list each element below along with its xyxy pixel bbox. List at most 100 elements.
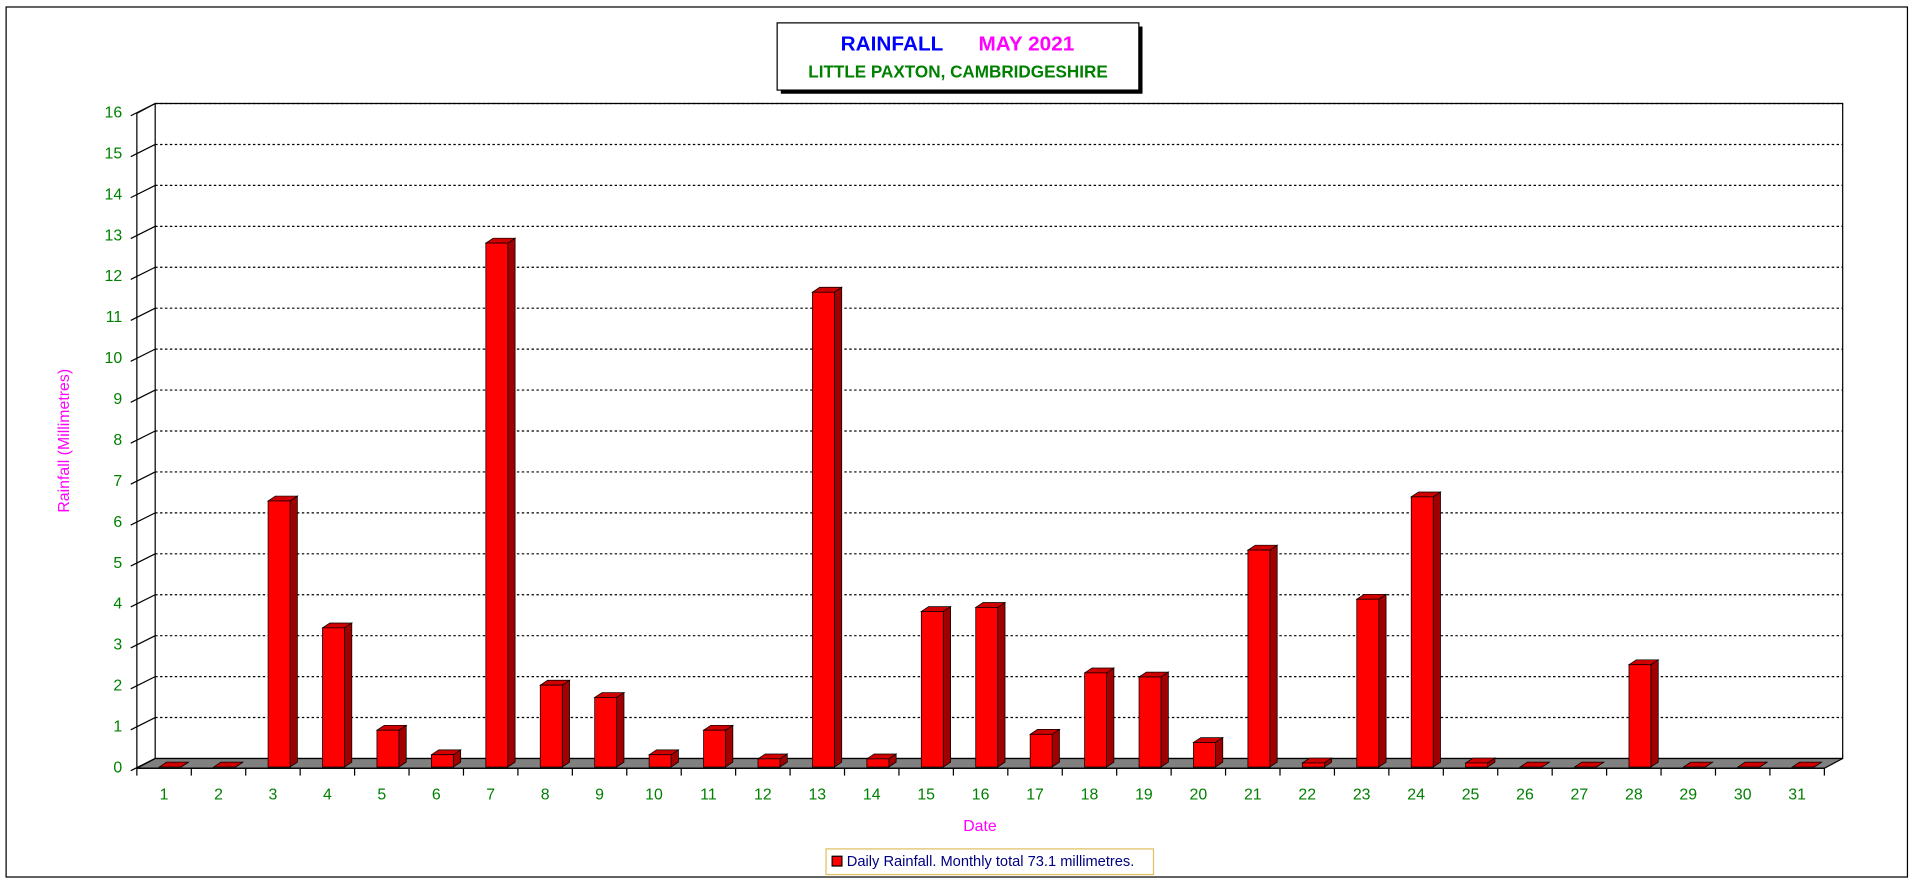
x-tick-label: 25 <box>1462 786 1480 803</box>
y-tick-label: 10 <box>105 350 123 367</box>
y-tick-label: 14 <box>105 186 123 203</box>
y-tick-label: 7 <box>113 473 122 490</box>
bar <box>1084 672 1107 768</box>
x-tick-label: 2 <box>214 786 223 803</box>
x-tick-label: 29 <box>1679 786 1697 803</box>
bar-side <box>1160 671 1169 768</box>
bar <box>376 729 400 768</box>
y-tick-label: 11 <box>106 309 123 326</box>
y-tick-label: 0 <box>113 759 122 776</box>
bar <box>1356 598 1380 768</box>
y-tick-label: 15 <box>105 145 123 162</box>
y-tick-label: 9 <box>113 391 122 408</box>
y-tick-label: 6 <box>113 514 122 531</box>
bar-side <box>398 724 407 768</box>
x-axis-label: Date <box>963 818 997 835</box>
x-tick-label: 12 <box>754 786 772 803</box>
x-tick-label: 1 <box>160 786 169 803</box>
x-tick-label: 28 <box>1625 786 1643 803</box>
bar-side <box>344 622 353 768</box>
y-tick-label: 2 <box>113 678 122 695</box>
y-tick <box>130 102 156 117</box>
bar-side <box>1432 491 1441 768</box>
bar-side <box>616 691 625 768</box>
y-tick <box>130 225 156 240</box>
x-tick-label: 10 <box>645 786 663 803</box>
y-tick-label: 1 <box>113 719 122 736</box>
bar <box>322 627 345 768</box>
legend-box <box>825 848 1155 876</box>
x-tick-label: 30 <box>1734 786 1752 803</box>
bar <box>539 684 563 768</box>
y-tick-label: 3 <box>113 637 122 654</box>
bar <box>1410 496 1434 768</box>
y-tick <box>130 389 156 403</box>
y-tick-label: 8 <box>113 432 122 449</box>
y-tick <box>130 553 156 567</box>
x-tick-label: 18 <box>1081 786 1099 803</box>
x-tick-label: 27 <box>1571 786 1589 803</box>
y-tick <box>130 307 156 321</box>
x-tick-label: 23 <box>1353 786 1371 803</box>
x-tick-label: 20 <box>1190 786 1208 803</box>
bar <box>1465 762 1488 768</box>
y-tick-label: 4 <box>113 596 122 613</box>
bar-top <box>1518 761 1551 768</box>
x-tick-label: 11 <box>700 786 717 803</box>
bar-top <box>212 761 245 768</box>
bar <box>267 500 291 768</box>
x-tick-label: 26 <box>1516 786 1534 803</box>
bar <box>1628 664 1652 768</box>
y-tick <box>130 635 156 649</box>
bar <box>703 729 726 768</box>
y-tick <box>130 430 156 444</box>
x-tick-label: 22 <box>1298 786 1316 803</box>
y-tick <box>130 512 156 526</box>
y-tick <box>130 143 156 158</box>
bar <box>430 754 454 768</box>
x-tick-label: 13 <box>808 786 826 803</box>
legend-label: Daily Rainfall. Monthly total 73.1 milli… <box>847 854 1135 870</box>
bar-top <box>1791 761 1823 768</box>
x-tick-label: 8 <box>541 786 550 803</box>
x-tick-label: 4 <box>323 786 332 803</box>
x-tick-label: 24 <box>1407 786 1425 803</box>
bar <box>812 291 835 768</box>
bar <box>594 697 618 768</box>
x-tick-label: 19 <box>1135 786 1153 803</box>
chart-subtitle: LITTLE PAXTON, CAMBRIDGESHIRE <box>808 62 1107 81</box>
x-tick-label: 16 <box>972 786 990 803</box>
y-tick-label: 12 <box>105 268 123 285</box>
bar <box>1193 742 1216 768</box>
title-box <box>776 22 1140 91</box>
bar-side <box>1378 593 1387 768</box>
x-tick-label: 3 <box>269 786 278 803</box>
bar-top <box>1736 761 1769 768</box>
bar <box>1029 733 1053 768</box>
y-tick <box>130 184 156 199</box>
bar-side <box>834 286 843 768</box>
x-tick-label: 5 <box>377 786 386 803</box>
bar-top <box>157 761 190 768</box>
bar <box>648 754 672 768</box>
bar-side <box>997 601 1006 768</box>
bar <box>866 758 890 768</box>
y-tick <box>130 757 156 772</box>
x-tick-label: 6 <box>432 786 441 803</box>
y-tick <box>130 471 156 485</box>
bar-top <box>1573 761 1606 768</box>
y-tick <box>130 266 156 281</box>
bar-side <box>942 605 951 768</box>
x-tick-label: 9 <box>595 786 604 803</box>
bar-side <box>1051 728 1060 768</box>
y-tick <box>130 676 156 690</box>
x-tick-label: 7 <box>486 786 495 803</box>
chart-title-month: MAY 2021 <box>979 32 1075 55</box>
legend-swatch <box>831 855 843 867</box>
bar <box>920 611 944 768</box>
y-axis-label: Rainfall (Millimetres) <box>56 369 73 513</box>
y-tick-label: 13 <box>105 227 123 244</box>
x-tick-label: 14 <box>863 786 881 803</box>
